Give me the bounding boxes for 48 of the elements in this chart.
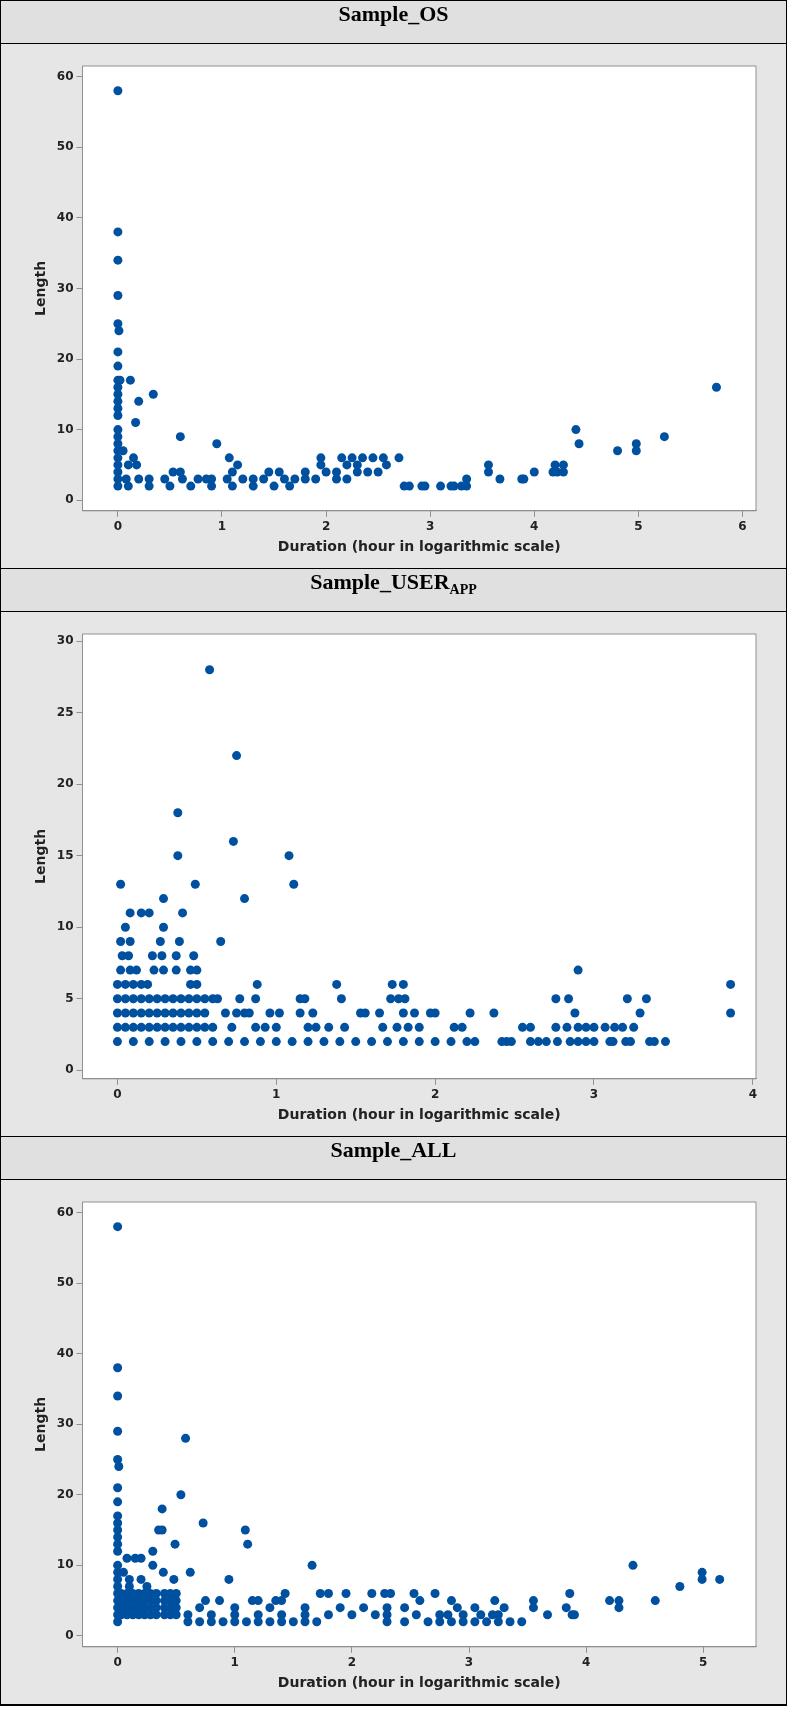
y-tick-label: 5 — [65, 990, 74, 1005]
x-tick-label: 3 — [464, 1655, 474, 1670]
x-tick-label: 2 — [321, 519, 331, 534]
x-tick-label: 2 — [347, 1655, 357, 1670]
y-tick-label: 10 — [56, 1557, 74, 1572]
y-tick-label: 60 — [56, 1204, 74, 1219]
chart-title: Sample_ALL — [1, 1137, 786, 1180]
x-tick-label: 6 — [738, 519, 747, 534]
y-tick-label: 30 — [56, 1416, 74, 1431]
y-tick-label: 0 — [65, 1062, 74, 1077]
x-tick-label: 1 — [272, 1087, 281, 1102]
y-tick-label: 0 — [65, 1627, 74, 1642]
y-tick-label: 15 — [56, 847, 74, 862]
y-axis-title: Length — [32, 260, 49, 316]
x-tick-label: 3 — [589, 1087, 599, 1102]
x-tick-label: 5 — [699, 1655, 708, 1670]
chart-title: Sample_USER$_{APP}$ — [1, 569, 786, 612]
y-tick-label: 10 — [56, 919, 74, 934]
y-axis-title: Length — [32, 1396, 49, 1452]
x-tick-label: 4 — [581, 1655, 591, 1670]
x-tick-label: 2 — [430, 1087, 440, 1102]
x-tick-label: 1 — [230, 1655, 239, 1670]
y-tick-label: 20 — [56, 1486, 74, 1501]
x-axis-title: Duration (hour in logarithmic scale) — [277, 1674, 561, 1691]
y-tick-label: 30 — [56, 633, 74, 648]
x-axis-title: Duration (hour in logarithmic scale) — [277, 1106, 561, 1123]
x-tick-label: 0 — [113, 1655, 122, 1670]
y-tick-label: 40 — [56, 209, 74, 224]
y-tick-label: 40 — [56, 1345, 74, 1360]
x-tick-label: 1 — [217, 519, 227, 534]
x-tick-label: 4 — [530, 519, 539, 534]
x-tick-label: 5 — [634, 519, 643, 534]
y-tick-label: 10 — [56, 421, 74, 436]
y-tick-label: 20 — [56, 351, 74, 366]
chart-title: Sample_OS — [1, 1, 786, 44]
x-tick-label: 0 — [113, 1087, 122, 1102]
y-tick-label: 0 — [65, 492, 74, 507]
x-tick-label: 3 — [426, 519, 435, 534]
x-tick-label: 0 — [113, 519, 123, 534]
y-tick-label: 25 — [56, 704, 74, 719]
x-tick-label: 4 — [748, 1087, 757, 1102]
y-tick-label: 20 — [56, 776, 74, 791]
y-tick-label: 50 — [56, 139, 74, 154]
x-axis-title: Duration (hour in logarithmic scale) — [277, 538, 561, 555]
y-tick-label: 30 — [56, 280, 74, 295]
y-tick-label: 50 — [56, 1275, 74, 1290]
y-axis-title: Length — [32, 828, 49, 884]
y-tick-label: 60 — [56, 68, 74, 83]
